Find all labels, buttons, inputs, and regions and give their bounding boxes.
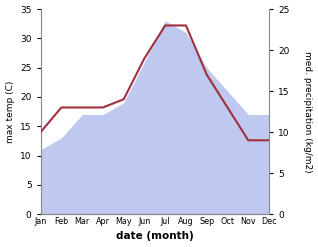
Y-axis label: max temp (C): max temp (C) <box>5 80 15 143</box>
X-axis label: date (month): date (month) <box>116 231 194 242</box>
Y-axis label: med. precipitation (kg/m2): med. precipitation (kg/m2) <box>303 51 313 172</box>
